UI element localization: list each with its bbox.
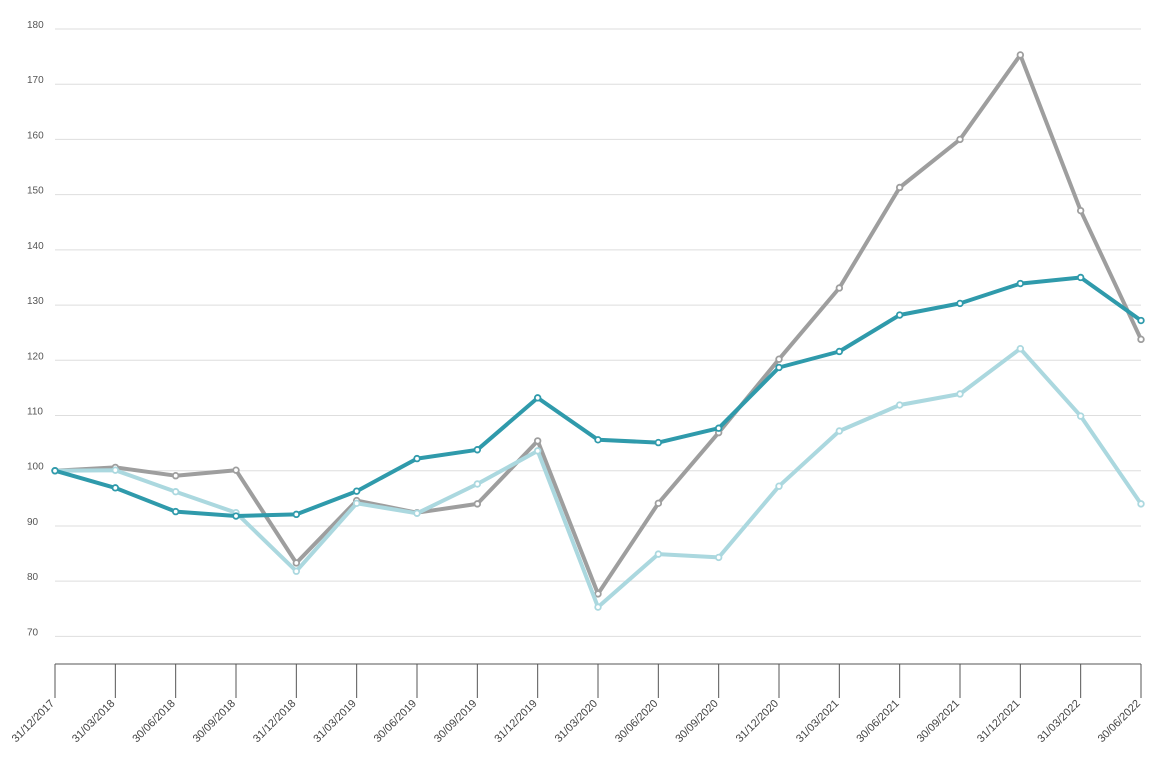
x-tick-label: 30/06/2019 xyxy=(372,698,419,745)
data-point xyxy=(895,401,904,409)
series-group xyxy=(51,51,1145,611)
y-tick-label: 70 xyxy=(27,627,39,638)
x-tick-label: 30/09/2019 xyxy=(432,698,479,745)
x-tick-label: 31/12/2021 xyxy=(975,698,1022,745)
data-point xyxy=(171,472,180,480)
data-point xyxy=(533,437,542,445)
data-point xyxy=(775,482,783,490)
series-line xyxy=(53,346,1143,610)
data-point xyxy=(654,438,663,447)
x-tick-label: 31/12/2018 xyxy=(251,698,298,745)
x-tick-label: 31/03/2019 xyxy=(311,698,358,745)
x-tick-label: 30/09/2021 xyxy=(915,698,962,745)
x-tick-label: 30/06/2020 xyxy=(613,698,660,745)
data-point xyxy=(292,510,301,519)
data-point xyxy=(1137,500,1145,508)
x-tick-label: 31/03/2018 xyxy=(70,698,117,745)
data-point xyxy=(835,427,844,435)
x-tick-label: 31/12/2019 xyxy=(492,698,539,745)
data-point xyxy=(292,567,301,575)
data-point xyxy=(413,454,421,463)
x-tick-label: 30/06/2021 xyxy=(854,698,901,745)
data-point xyxy=(533,394,542,402)
data-point xyxy=(956,135,964,144)
data-point xyxy=(594,436,602,444)
series-3 xyxy=(51,273,1145,520)
x-tick-label: 31/03/2022 xyxy=(1035,698,1082,745)
y-tick-label: 110 xyxy=(27,407,43,418)
data-point xyxy=(533,447,542,455)
x-tick-label: 31/12/2020 xyxy=(734,698,781,745)
data-point xyxy=(1016,51,1025,59)
data-point xyxy=(352,487,361,495)
data-point xyxy=(413,509,421,517)
data-point xyxy=(473,500,482,508)
series-2 xyxy=(51,345,1145,611)
data-point xyxy=(111,484,120,492)
x-tick-label: 30/06/2018 xyxy=(130,698,177,745)
data-point xyxy=(232,512,240,520)
data-point xyxy=(956,299,964,308)
x-tick-label: 31/03/2020 xyxy=(553,698,600,745)
data-point xyxy=(714,424,723,432)
data-point xyxy=(171,488,180,496)
y-tick-label: 80 xyxy=(27,572,39,583)
data-point xyxy=(714,553,723,562)
y-tick-label: 140 xyxy=(27,241,44,252)
y-tick-label: 100 xyxy=(27,462,44,473)
y-tick-label: 120 xyxy=(27,351,44,362)
data-point xyxy=(1076,273,1085,282)
data-point xyxy=(232,466,240,474)
y-tick-label: 150 xyxy=(27,186,44,197)
data-point xyxy=(594,590,602,598)
data-point xyxy=(352,499,361,508)
y-axis-tick-labels: 70 80 90 100 110 120 130 140 150 160 170 180 xyxy=(27,20,44,638)
data-point xyxy=(594,603,602,611)
data-point xyxy=(171,507,180,516)
data-point xyxy=(292,559,301,567)
data-point xyxy=(835,284,844,292)
y-tick-label: 180 xyxy=(27,20,44,31)
x-tick-label: 30/06/2022 xyxy=(1096,698,1143,745)
data-point xyxy=(1016,279,1025,288)
data-point xyxy=(1076,206,1085,215)
data-point xyxy=(654,499,663,508)
y-tick-label: 170 xyxy=(27,75,44,86)
x-tick-label: 31/03/2021 xyxy=(794,698,841,745)
series-line xyxy=(53,275,1143,518)
data-point xyxy=(473,446,482,454)
data-point xyxy=(775,363,783,372)
data-point xyxy=(1016,345,1025,353)
data-point xyxy=(775,355,783,363)
data-point xyxy=(835,347,844,356)
data-point xyxy=(111,466,120,474)
y-tick-label: 160 xyxy=(27,130,44,141)
data-point xyxy=(51,467,59,475)
x-axis-tick-labels: 31/12/2017 31/03/2018 30/06/2018 30/09/2018… xyxy=(10,698,1143,745)
y-tick-label: 90 xyxy=(27,517,39,528)
data-point xyxy=(473,480,482,488)
data-point xyxy=(895,311,904,319)
data-point xyxy=(1137,335,1145,344)
data-point xyxy=(654,550,663,558)
x-tick-label: 31/12/2017 xyxy=(10,698,57,745)
data-point xyxy=(956,390,964,398)
x-axis xyxy=(54,663,1142,698)
gridlines xyxy=(55,28,1141,637)
data-point xyxy=(1076,412,1085,420)
data-point xyxy=(1137,316,1145,325)
x-tick-label: 30/09/2018 xyxy=(191,698,238,745)
y-tick-label: 130 xyxy=(27,296,44,307)
x-tick-label: 30/09/2020 xyxy=(673,698,720,745)
data-point xyxy=(895,183,904,192)
